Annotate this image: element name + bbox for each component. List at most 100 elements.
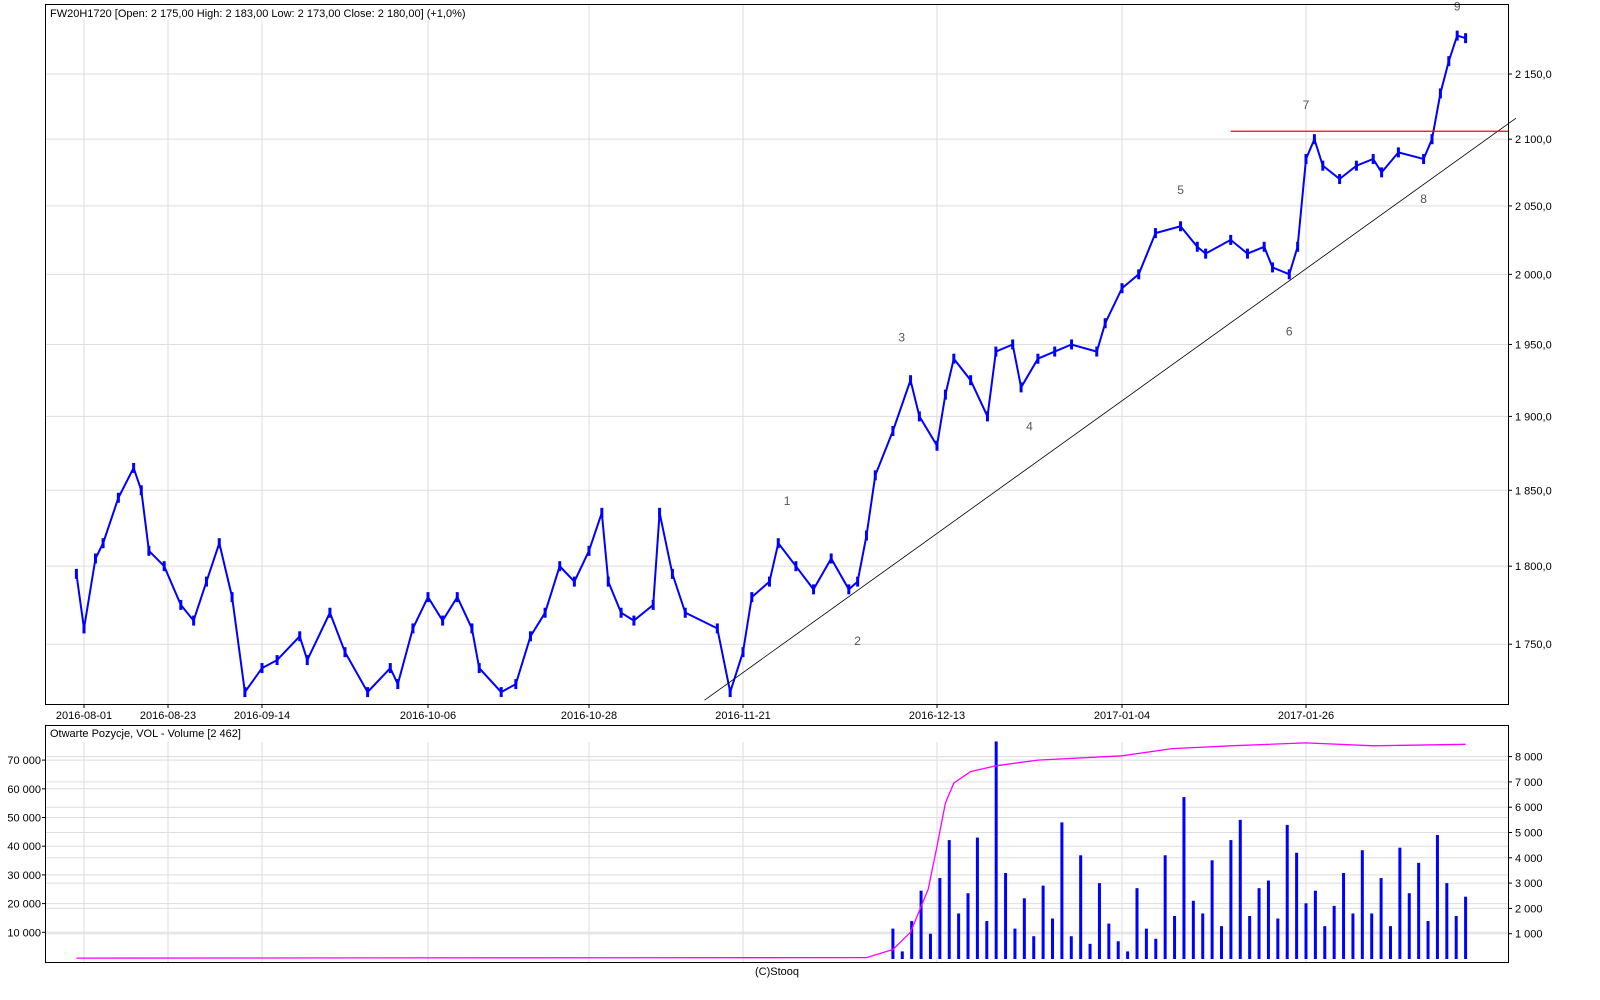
volume-bar — [1454, 915, 1458, 959]
price-bar — [132, 462, 136, 473]
price-bar — [587, 545, 591, 556]
volume-bar — [966, 893, 970, 959]
price-bar — [192, 615, 196, 626]
price-bar — [728, 687, 732, 698]
price-bar — [1371, 154, 1375, 165]
price-bar — [396, 679, 400, 690]
price-bar — [217, 538, 221, 549]
volume-bar — [1041, 885, 1045, 959]
axes: 2016-08-01 2016-08-23 2016-09-14 2016-10-06… — [7, 69, 1551, 941]
price-bar — [1262, 241, 1266, 252]
price-grid — [46, 5, 1508, 704]
price-bar — [750, 592, 754, 603]
x-tick-label: 2016-10-28 — [561, 710, 617, 722]
wave-label: 2 — [854, 634, 861, 648]
volume-bar — [1069, 936, 1073, 959]
oi-tick-label: 40 000 — [7, 841, 41, 853]
price-bar — [1153, 228, 1157, 239]
volume-tick-label: 7 000 — [1515, 777, 1543, 789]
price-bar — [935, 440, 939, 451]
price-bar — [1422, 154, 1426, 165]
price-bar — [514, 679, 518, 690]
volume-bar — [1201, 913, 1205, 959]
price-bar — [891, 426, 895, 437]
volume-grid — [46, 742, 1508, 962]
price-bar — [909, 375, 913, 386]
price-bar — [683, 607, 687, 618]
volume-bar — [910, 921, 914, 959]
wave-label: 5 — [1177, 183, 1184, 197]
y-tick-label: 2 050,0 — [1515, 201, 1552, 213]
volume-bar — [1285, 824, 1289, 959]
x-tick-label: 2016-08-23 — [140, 710, 196, 722]
price-bar — [179, 599, 183, 610]
volume-bar — [1097, 883, 1101, 959]
price-bar — [1430, 134, 1434, 145]
y-tick-label: 2 100,0 — [1515, 134, 1552, 146]
volume-panel-frame — [45, 725, 1509, 963]
volume-tick-label: 2 000 — [1515, 903, 1543, 915]
price-bar — [600, 507, 604, 518]
price-bar — [741, 647, 745, 658]
volume-bar — [1435, 835, 1439, 959]
wave-label: 3 — [898, 330, 905, 344]
volume-bar — [1126, 951, 1130, 959]
price-bar — [101, 538, 105, 549]
volume-tick-label: 6 000 — [1515, 802, 1543, 814]
volume-bar — [975, 837, 979, 959]
volume-bar — [1191, 900, 1195, 959]
volume-bar — [1407, 893, 1411, 959]
volume-bar — [1088, 943, 1092, 959]
price-bar — [1271, 262, 1275, 273]
price-bar — [139, 485, 143, 496]
volume-bar — [1295, 852, 1299, 959]
price-bar — [298, 631, 302, 642]
price-bar — [305, 655, 309, 666]
price-bar — [1287, 269, 1291, 280]
price-bar — [1396, 147, 1400, 158]
volume-bar — [1163, 855, 1167, 959]
price-series — [74, 30, 1468, 698]
volume-bar — [1257, 888, 1261, 959]
volume-tick-label: 8 000 — [1515, 752, 1543, 764]
wave-label: 7 — [1303, 98, 1310, 112]
volume-bar — [1370, 913, 1374, 959]
price-bar — [1095, 346, 1099, 357]
price-bar — [116, 492, 120, 503]
oi-tick-label: 30 000 — [7, 870, 41, 882]
volume-bar — [1266, 880, 1270, 959]
volume-tick-label: 4 000 — [1515, 853, 1543, 865]
price-bar — [470, 623, 474, 634]
price-bar — [343, 647, 347, 658]
volume-bar — [928, 933, 932, 959]
price-line — [75, 34, 1466, 697]
price-bar — [1120, 283, 1124, 294]
x-tick-label: 2016-12-13 — [909, 710, 965, 722]
price-bar — [1204, 248, 1208, 259]
oi-tick-label: 20 000 — [7, 899, 41, 911]
price-bar — [1338, 174, 1342, 185]
volume-bar — [1229, 840, 1233, 959]
price-bar — [366, 687, 370, 698]
volume-bar — [1060, 822, 1064, 959]
volume-bar — [1154, 938, 1158, 959]
price-bar — [411, 623, 415, 634]
volume-bar — [1013, 928, 1017, 959]
volume-bar — [1445, 883, 1449, 959]
wave-label: 1 — [784, 494, 791, 508]
price-bar — [917, 411, 921, 422]
volume-bar — [1144, 928, 1148, 959]
volume-bar — [1032, 936, 1036, 959]
chart-title: FW20H1720 [Open: 2 175,00 High: 2 183,00… — [50, 8, 466, 20]
volume-bar — [1276, 918, 1280, 959]
volume-bar — [1107, 923, 1111, 959]
volume-bar — [1248, 915, 1252, 959]
price-bar — [328, 607, 332, 618]
price-bar — [455, 592, 459, 603]
wave-label: 8 — [1420, 192, 1427, 206]
price-bar — [82, 623, 86, 634]
price-bar — [943, 389, 947, 400]
price-bar — [1070, 339, 1074, 350]
